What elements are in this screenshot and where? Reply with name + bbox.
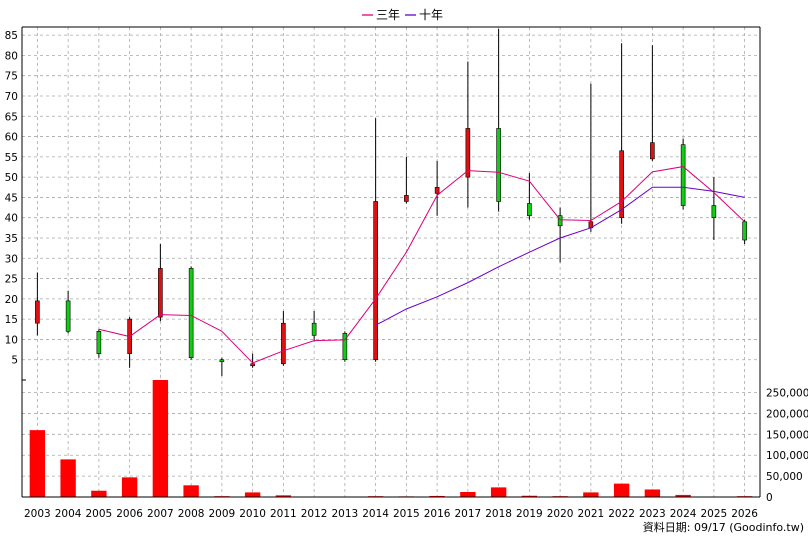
candle-body-2016	[434, 186, 440, 194]
volume-bar-2022	[613, 483, 630, 497]
candle-body-2004	[65, 300, 71, 332]
legend: 三年 十年	[362, 8, 443, 22]
year-tick-label-2024: 2024	[670, 508, 697, 520]
year-tick-label-2017: 2017	[455, 508, 482, 520]
volume-bar-2024	[675, 494, 691, 497]
candle-body-2012	[311, 322, 317, 336]
volume-tick-label-250000: 250,000	[766, 388, 808, 400]
candle-body-2026	[742, 221, 747, 241]
legend-label-ma3: 三年	[376, 8, 400, 22]
price-tick-label-85: 85	[5, 30, 18, 42]
candlesticks	[35, 29, 747, 376]
volume-bar-2018	[490, 487, 507, 497]
data-source-label: 資料日期: 09/17 (Goodinfo.tw)	[643, 520, 804, 534]
year-tick-label-2018: 2018	[485, 508, 512, 520]
price-tick-label-35: 35	[5, 233, 18, 245]
volume-bar-2006	[121, 477, 138, 497]
year-tick-label-2023: 2023	[639, 508, 666, 520]
price-tick-label-45: 45	[5, 192, 18, 204]
price-tick-label-80: 80	[5, 50, 18, 62]
ma3-line	[98, 166, 745, 364]
year-tick-label-2003: 2003	[24, 508, 51, 520]
price-tick-label-15: 15	[5, 314, 18, 326]
candle-body-2018	[496, 128, 501, 202]
year-tick-label-2020: 2020	[547, 508, 574, 520]
candle-body-2010	[250, 363, 255, 367]
volume-bar-2019	[521, 495, 538, 497]
volume-tick-label-100000: 100,000	[766, 450, 808, 462]
candle-body-2007	[158, 268, 163, 318]
year-tick-label-2008: 2008	[178, 508, 205, 520]
volume-bar-2008	[183, 485, 199, 497]
candle-body-2019	[527, 203, 532, 216]
moving-average-lines	[98, 166, 745, 364]
year-tick-label-2021: 2021	[578, 508, 605, 520]
year-tick-label-2005: 2005	[86, 508, 113, 520]
volume-bar-2016	[429, 495, 445, 497]
volume-tick-label-200000: 200,000	[766, 408, 808, 420]
volume-bar-2003	[29, 430, 46, 497]
year-tick-label-2026: 2026	[731, 508, 758, 520]
volume-bar-2005	[91, 490, 107, 497]
year-tick-label-2007: 2007	[147, 508, 174, 520]
candle-body-2014	[373, 201, 378, 361]
price-tick-label-20: 20	[5, 294, 18, 306]
candle-body-2023	[650, 142, 655, 160]
candle-body-2003	[35, 300, 40, 324]
price-tick-label-55: 55	[5, 152, 18, 164]
year-tick-label-2015: 2015	[393, 508, 420, 520]
candle-body-2015	[404, 195, 409, 202]
candle-body-2005	[96, 331, 102, 354]
year-tick-label-2011: 2011	[270, 508, 297, 520]
year-tick-label-2022: 2022	[608, 508, 635, 520]
legend-label-ma10: 十年	[419, 8, 443, 22]
volume-bar-2023	[644, 489, 661, 497]
candle-body-2008	[188, 268, 194, 358]
year-tick-label-2025: 2025	[701, 508, 728, 520]
volume-bar-2004	[60, 459, 76, 497]
price-tick-label-65: 65	[5, 111, 18, 123]
price-tick-label-70: 70	[5, 91, 18, 103]
price-tick-label-25: 25	[5, 274, 18, 286]
year-tick-label-2014: 2014	[362, 508, 389, 520]
candle-body-2025	[711, 205, 717, 219]
candle-body-2017	[465, 128, 471, 178]
price-tick-label-60: 60	[5, 132, 18, 144]
axes	[21, 26, 761, 498]
candle-body-2011	[281, 322, 286, 365]
candle-body-2013	[342, 333, 348, 361]
year-tick-label-2010: 2010	[239, 508, 266, 520]
volume-bar-2021	[583, 492, 599, 497]
volume-bar-2017	[460, 491, 476, 497]
year-tick-label-2004: 2004	[55, 508, 82, 520]
candle-body-2022	[619, 150, 624, 219]
candle-body-2009	[219, 359, 225, 363]
volume-tick-label-150000: 150,000	[766, 429, 808, 441]
volume-tick-label-50000: 50,000	[766, 471, 803, 483]
volume-bar-2011	[275, 495, 292, 497]
ma10-line	[375, 186, 745, 326]
candle-body-2024	[680, 144, 686, 206]
volume-tick-label-0: 0	[766, 492, 773, 504]
price-tick-label-30: 30	[5, 253, 18, 265]
price-tick-label-50: 50	[5, 172, 18, 184]
year-tick-label-2006: 2006	[116, 508, 143, 520]
year-tick-label-2009: 2009	[209, 508, 236, 520]
price-tick-label-5: 5	[11, 355, 18, 367]
year-tick-label-2019: 2019	[516, 508, 543, 520]
price-tick-label-10: 10	[5, 334, 18, 346]
year-tick-label-2012: 2012	[301, 508, 328, 520]
volume-bar-2007	[152, 380, 169, 497]
year-tick-label-2013: 2013	[332, 508, 359, 520]
volume-bar-2010	[244, 492, 261, 497]
price-tick-label-40: 40	[5, 213, 18, 225]
tick-labels: 510152025303540455055606570758085050,000…	[5, 30, 808, 520]
price-tick-label-75: 75	[5, 71, 18, 83]
candle-body-2020	[557, 215, 563, 227]
year-tick-label-2016: 2016	[424, 508, 451, 520]
